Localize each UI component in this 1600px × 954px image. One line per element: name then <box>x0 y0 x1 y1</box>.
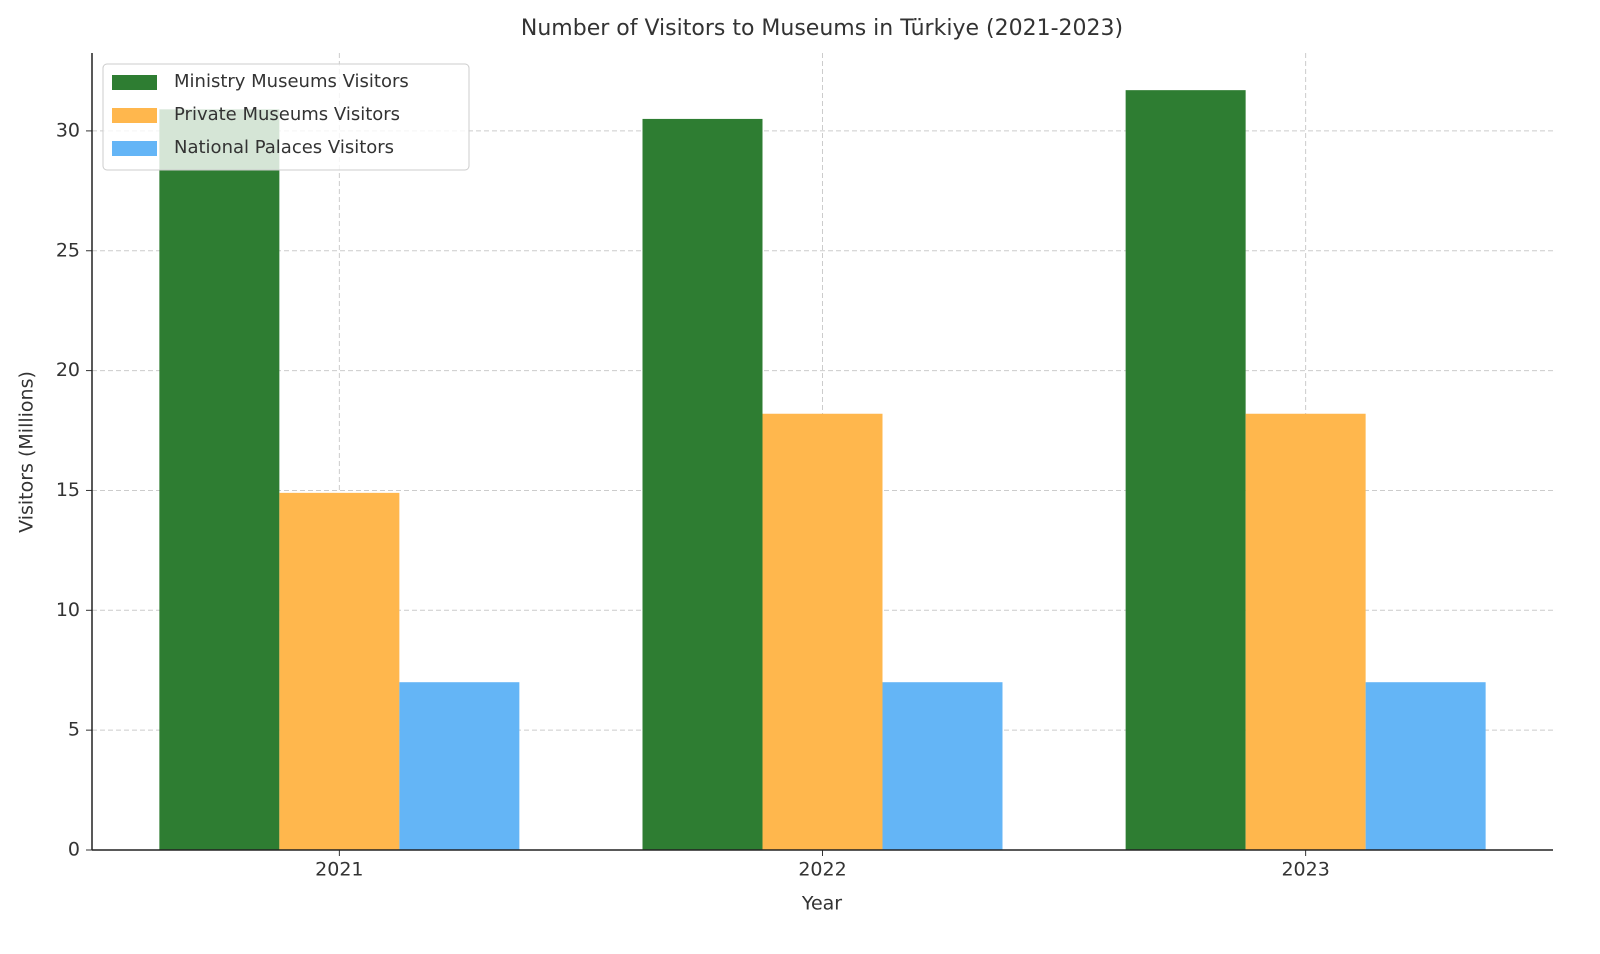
legend-swatch <box>112 141 157 156</box>
x-tick-label: 2022 <box>798 859 846 881</box>
bar <box>1125 90 1246 850</box>
legend-box <box>102 63 470 171</box>
y-tick-label: 30 <box>56 119 80 141</box>
bar <box>279 492 400 850</box>
y-tick-label: 25 <box>56 239 80 261</box>
bar <box>1245 413 1366 850</box>
x-tick-label: 2023 <box>1281 859 1329 881</box>
legend-label: National Palaces Visitors <box>174 137 394 158</box>
chart-title: Number of Visitors to Museums in Türkiye… <box>521 16 1123 41</box>
bar <box>882 682 1003 850</box>
x-tick-label: 2021 <box>315 859 363 881</box>
legend-swatch <box>112 108 157 123</box>
x-axis-label: Year <box>801 893 842 915</box>
legend: Ministry Museums Visitors Private Museums… <box>102 63 470 171</box>
legend-swatch <box>112 75 157 90</box>
y-tick-label: 5 <box>68 719 80 741</box>
y-axis-label: Visitors (Millions) <box>16 371 38 533</box>
bars <box>159 90 1486 850</box>
y-tick-label: 0 <box>68 839 80 861</box>
y-tick-label: 10 <box>56 599 80 621</box>
bar <box>159 109 280 850</box>
legend-label: Private Museums Visitors <box>174 104 400 125</box>
bar <box>1365 682 1486 850</box>
bar <box>762 413 883 850</box>
bar <box>399 682 520 850</box>
bar <box>642 118 763 850</box>
y-tick-label: 20 <box>56 359 80 381</box>
legend-label: Ministry Museums Visitors <box>174 71 409 92</box>
y-tick-label: 15 <box>56 479 80 501</box>
